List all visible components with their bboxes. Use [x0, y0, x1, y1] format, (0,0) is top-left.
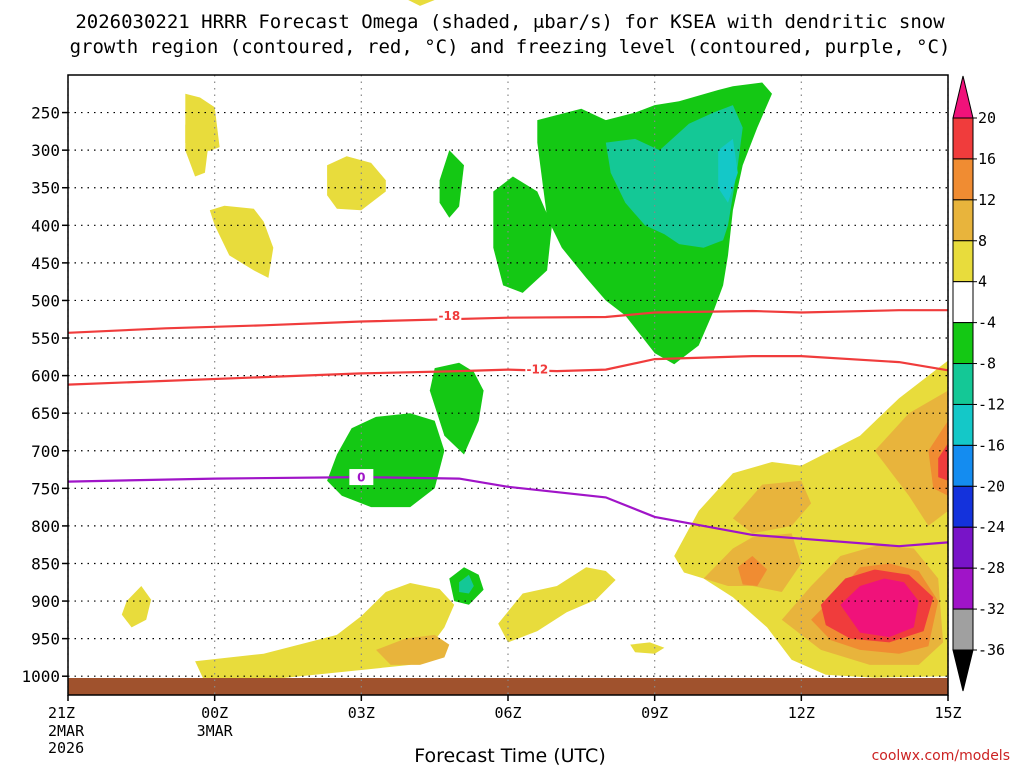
omega-region: [630, 642, 665, 654]
colorbar-swatch: [952, 363, 974, 405]
isotherm-minus18-line: [67, 309, 948, 334]
colorbar-label: 20: [978, 109, 996, 127]
colorbar-swatch: [952, 567, 974, 610]
pressure-tick-label: 750: [31, 479, 60, 498]
colorbar-label: -4: [978, 314, 996, 332]
pressure-tick-label: 800: [31, 517, 60, 536]
time-tick-label: 09Z: [641, 704, 668, 722]
omega-region: [493, 176, 552, 293]
omega-region: [209, 205, 274, 278]
omega-region: [408, 0, 435, 6]
time-tick-label: 06Z: [494, 704, 521, 722]
time-tick-sublabel: 2026: [48, 739, 84, 757]
contour-label-bg: [349, 469, 374, 486]
freezing-level-line: [67, 475, 949, 548]
contour-label: -18: [438, 309, 460, 323]
colorbar-swatch: [952, 199, 974, 242]
omega-region: [327, 156, 386, 211]
colorbar-label: 4: [978, 273, 987, 291]
colorbar-label: 8: [978, 232, 987, 250]
colorbar-label: -32: [978, 600, 1005, 618]
pressure-tick-label: 300: [31, 141, 60, 160]
colorbar-label: -24: [978, 518, 1005, 536]
colorbar-top-arrow: [952, 75, 974, 119]
colorbar-label: -28: [978, 559, 1005, 577]
chart-title-line1: 2026030221 HRRR Forecast Omega (shaded, …: [75, 11, 945, 33]
time-tick-label: 03Z: [348, 704, 375, 722]
omega-region: [185, 124, 210, 177]
temperature-contours: -18 -12 0: [67, 307, 949, 548]
pressure-tick-label: 400: [31, 216, 60, 235]
pressure-tick-label: 650: [31, 404, 60, 423]
colorbar-swatch: [952, 403, 974, 446]
colorbar-swatch: [952, 281, 974, 324]
pressure-tick-label: 950: [31, 630, 60, 649]
isotherm-minus12-line: [67, 355, 949, 386]
pressure-tick-label: 550: [31, 329, 60, 348]
pressure-axis: 250 300 350 400 450 500 550 600 650 700 750 800 850 9…: [21, 104, 68, 686]
omega-region: [439, 150, 464, 218]
omega-region: [121, 586, 152, 628]
omega-region: [429, 362, 484, 455]
pressure-tick-label: 500: [31, 291, 60, 310]
colorbar-label: -12: [978, 395, 1005, 413]
omega-region: [195, 583, 455, 683]
contour-label-bg: [437, 307, 462, 324]
colorbar-label: -16: [978, 436, 1005, 454]
omega-region: [459, 574, 474, 594]
time-tick-label: 21Z: [48, 704, 75, 722]
time-tick-sublabel: 2MAR: [48, 722, 85, 740]
colorbar-swatch: [952, 240, 974, 283]
x-axis-label: Forecast Time (UTC): [414, 745, 605, 767]
colorbar-label: 12: [978, 191, 996, 209]
omega-region: [327, 413, 445, 508]
omega-region: [938, 443, 948, 481]
pressure-tick-label: 700: [31, 442, 60, 461]
time-tick-label: 15Z: [934, 704, 961, 722]
colorbar-swatch: [952, 117, 974, 160]
omega-region: [605, 105, 743, 248]
credit-text: coolwx.com/models: [872, 748, 1010, 764]
omega-region: [732, 480, 812, 534]
colorbar-swatch: [952, 444, 974, 487]
pressure-tick-label: 450: [31, 254, 60, 273]
omega-region: [498, 567, 616, 643]
contour-label: -12: [526, 362, 548, 376]
pressure-tick-label: 850: [31, 554, 60, 573]
omega-region: [376, 634, 450, 665]
colorbar-label: -36: [978, 641, 1005, 659]
colorbar-swatch: [952, 608, 974, 651]
chart-title-line2: growth region (contoured, red, °C) and f…: [70, 36, 951, 58]
colorbar-swatch: [952, 158, 974, 201]
omega-region: [718, 138, 738, 203]
omega-region: [874, 390, 948, 526]
colorbar-bottom-arrow: [952, 649, 974, 692]
colorbar-swatch: [952, 485, 974, 528]
contour-label-bg: [525, 360, 550, 377]
pressure-tick-label: 350: [31, 179, 60, 198]
pressure-tick-label: 1000: [21, 667, 60, 686]
time-tick-label: 00Z: [201, 704, 228, 722]
omega-shaded-regions: [121, 0, 948, 683]
colorbar-swatch: [952, 526, 974, 569]
omega-region: [840, 578, 919, 638]
colorbar-label: 16: [978, 150, 996, 168]
pressure-tick-label: 250: [31, 104, 60, 123]
colorbar-swatch: [952, 322, 974, 365]
colorbar-label: -8: [978, 355, 996, 373]
pressure-tick-label: 600: [31, 367, 60, 386]
time-tick-sublabel: 3MAR: [197, 722, 234, 740]
contour-label: 0: [357, 471, 365, 485]
colorbar: 20 16 12 8 4 -4 -8 -12 -16 -20 -24 -28 -32 -36: [952, 75, 1005, 692]
colorbar-label: -20: [978, 477, 1005, 495]
time-tick-label: 12Z: [788, 704, 815, 722]
pressure-tick-label: 900: [31, 592, 60, 611]
